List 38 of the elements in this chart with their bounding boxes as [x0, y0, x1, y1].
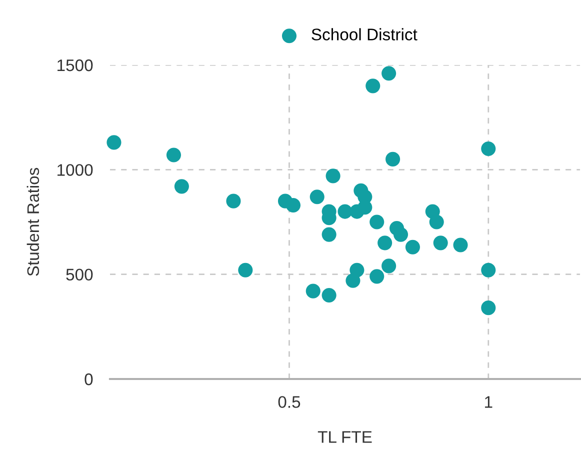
point	[306, 284, 320, 298]
point	[433, 236, 448, 250]
point	[106, 135, 122, 150]
point	[382, 66, 396, 81]
point	[378, 236, 392, 250]
point	[338, 204, 352, 219]
x-axis-title: TL FTE	[318, 431, 372, 443]
point	[286, 198, 301, 213]
point	[310, 190, 324, 204]
point	[358, 200, 372, 215]
y-tick-label: 500	[66, 268, 93, 281]
y-tick-label: 0	[84, 373, 93, 386]
x-tick-label: 1	[485, 396, 492, 408]
point	[370, 269, 384, 284]
y-tick-label: 1000	[58, 164, 93, 176]
point	[326, 168, 340, 184]
point	[166, 148, 182, 162]
point	[238, 262, 253, 278]
point	[405, 240, 420, 254]
point	[370, 214, 384, 230]
point	[481, 300, 496, 316]
point	[382, 258, 396, 274]
point	[174, 179, 189, 194]
point	[322, 227, 336, 242]
point	[322, 288, 336, 303]
point	[429, 214, 444, 230]
y-tick-label: 1500	[58, 59, 93, 72]
point	[386, 152, 400, 166]
point	[481, 141, 496, 156]
y-axis-title: Student Ratios	[26, 168, 40, 276]
point	[393, 227, 408, 242]
point	[226, 194, 241, 208]
point	[366, 78, 380, 94]
legend-label: School District	[312, 28, 418, 40]
point	[481, 262, 496, 278]
point	[346, 273, 360, 288]
point	[453, 238, 468, 252]
x-tick-label: 0.5	[278, 396, 300, 408]
